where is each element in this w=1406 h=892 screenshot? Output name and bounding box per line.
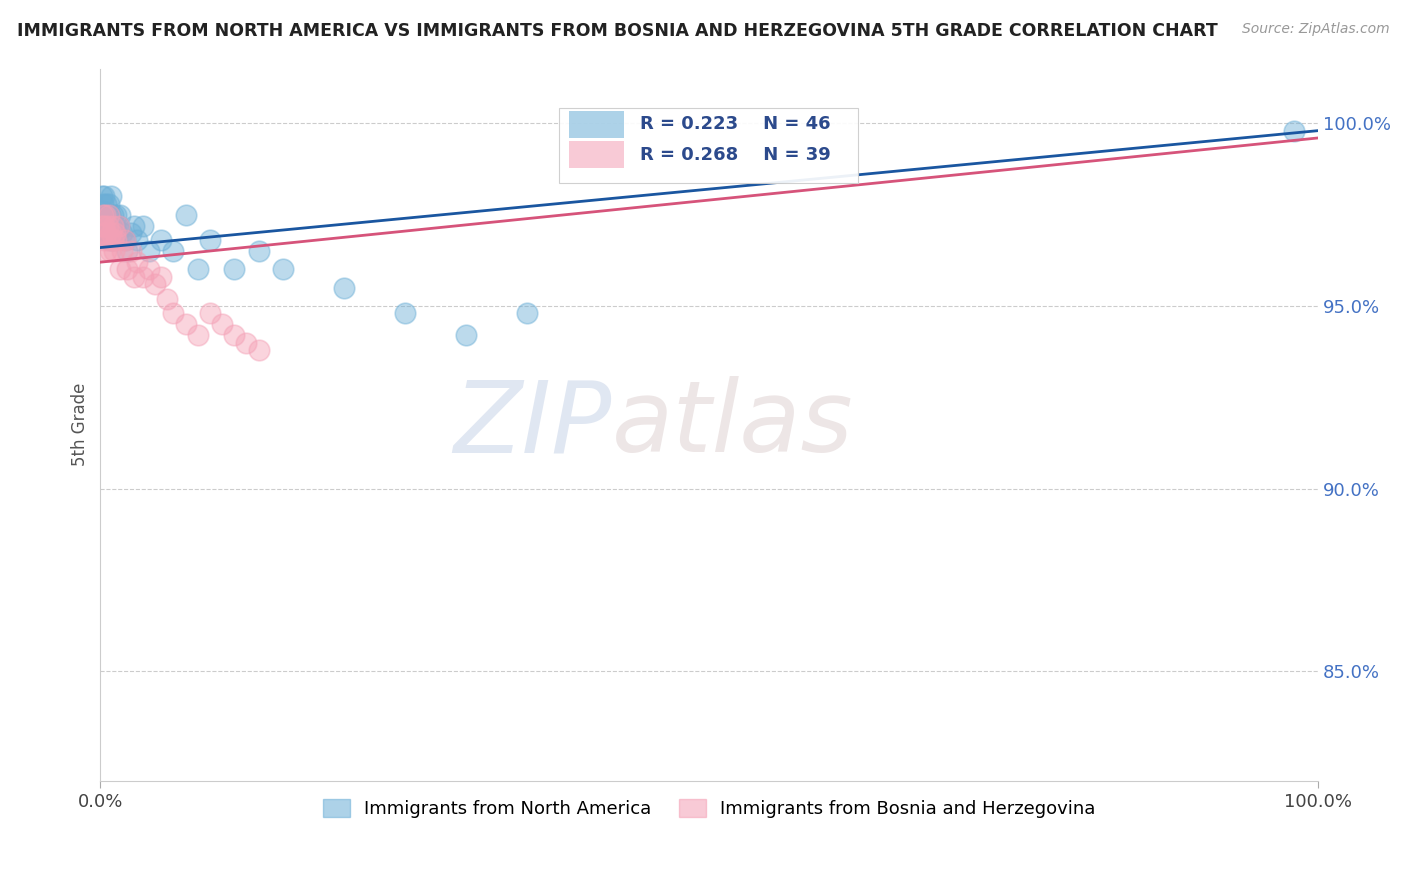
Point bbox=[114, 233, 136, 247]
Point bbox=[103, 244, 125, 259]
Point bbox=[94, 208, 117, 222]
Point bbox=[96, 244, 118, 259]
Point bbox=[90, 219, 112, 233]
Point bbox=[104, 219, 127, 233]
Point bbox=[247, 343, 270, 357]
Point bbox=[103, 226, 125, 240]
Point bbox=[97, 219, 120, 233]
Point bbox=[94, 219, 117, 233]
Point bbox=[96, 196, 118, 211]
Point bbox=[91, 208, 114, 222]
Point bbox=[132, 219, 155, 233]
Point bbox=[120, 244, 142, 259]
Point bbox=[100, 219, 122, 233]
Text: atlas: atlas bbox=[612, 376, 853, 474]
Point bbox=[107, 219, 129, 233]
Point bbox=[132, 269, 155, 284]
Point bbox=[162, 244, 184, 259]
Point bbox=[124, 219, 146, 233]
Point bbox=[125, 255, 148, 269]
Point bbox=[98, 208, 121, 222]
Point bbox=[224, 262, 246, 277]
Point bbox=[91, 226, 114, 240]
Point bbox=[93, 219, 115, 233]
Point bbox=[93, 189, 115, 203]
Point bbox=[394, 306, 416, 320]
Point bbox=[115, 244, 138, 259]
Point bbox=[93, 208, 115, 222]
Point bbox=[150, 269, 173, 284]
Point bbox=[454, 328, 477, 343]
Point bbox=[91, 204, 114, 219]
Point bbox=[105, 226, 128, 240]
Point bbox=[101, 233, 124, 247]
FancyBboxPatch shape bbox=[569, 111, 624, 137]
Point bbox=[96, 226, 118, 240]
Point bbox=[108, 262, 131, 277]
Point bbox=[111, 244, 134, 259]
Text: R = 0.268    N = 39: R = 0.268 N = 39 bbox=[640, 145, 831, 164]
Point bbox=[174, 318, 197, 332]
Point bbox=[98, 244, 121, 259]
Point bbox=[101, 208, 124, 222]
Point bbox=[198, 233, 221, 247]
Point bbox=[96, 226, 118, 240]
Point bbox=[93, 233, 115, 247]
Point bbox=[100, 189, 122, 203]
Point bbox=[333, 281, 356, 295]
Point bbox=[108, 208, 131, 222]
Point bbox=[198, 306, 221, 320]
Point bbox=[97, 208, 120, 222]
Point bbox=[235, 335, 257, 350]
Point bbox=[97, 208, 120, 222]
Point bbox=[125, 233, 148, 247]
Point bbox=[1282, 123, 1305, 137]
Point bbox=[174, 208, 197, 222]
Point bbox=[143, 277, 166, 291]
Point bbox=[101, 233, 124, 247]
FancyBboxPatch shape bbox=[569, 141, 624, 169]
Point bbox=[150, 233, 173, 247]
Point bbox=[138, 262, 160, 277]
Point bbox=[97, 196, 120, 211]
Point bbox=[111, 226, 134, 240]
Point bbox=[114, 233, 136, 247]
Point bbox=[97, 219, 120, 233]
Point bbox=[138, 244, 160, 259]
Point bbox=[101, 219, 124, 233]
Point bbox=[162, 306, 184, 320]
Point bbox=[98, 233, 121, 247]
Point bbox=[224, 328, 246, 343]
Point bbox=[115, 262, 138, 277]
Point bbox=[271, 262, 294, 277]
Y-axis label: 5th Grade: 5th Grade bbox=[72, 383, 89, 467]
Point bbox=[107, 219, 129, 233]
Point bbox=[156, 292, 179, 306]
Point bbox=[247, 244, 270, 259]
Text: IMMIGRANTS FROM NORTH AMERICA VS IMMIGRANTS FROM BOSNIA AND HERZEGOVINA 5TH GRAD: IMMIGRANTS FROM NORTH AMERICA VS IMMIGRA… bbox=[17, 22, 1218, 40]
Point bbox=[97, 233, 120, 247]
Point bbox=[211, 318, 233, 332]
Point bbox=[104, 226, 127, 240]
Point bbox=[91, 196, 114, 211]
Text: R = 0.223    N = 46: R = 0.223 N = 46 bbox=[640, 115, 831, 133]
Point bbox=[187, 328, 209, 343]
Point bbox=[187, 262, 209, 277]
Text: Source: ZipAtlas.com: Source: ZipAtlas.com bbox=[1241, 22, 1389, 37]
Point bbox=[516, 306, 538, 320]
Point bbox=[124, 269, 146, 284]
Point bbox=[105, 233, 128, 247]
FancyBboxPatch shape bbox=[560, 108, 858, 183]
Point bbox=[105, 208, 128, 222]
Point bbox=[90, 189, 112, 203]
Point bbox=[120, 226, 142, 240]
Point bbox=[94, 208, 117, 222]
Point bbox=[100, 226, 122, 240]
Legend: Immigrants from North America, Immigrants from Bosnia and Herzegovina: Immigrants from North America, Immigrant… bbox=[315, 791, 1102, 825]
Text: ZIP: ZIP bbox=[454, 376, 612, 474]
Point bbox=[97, 226, 120, 240]
